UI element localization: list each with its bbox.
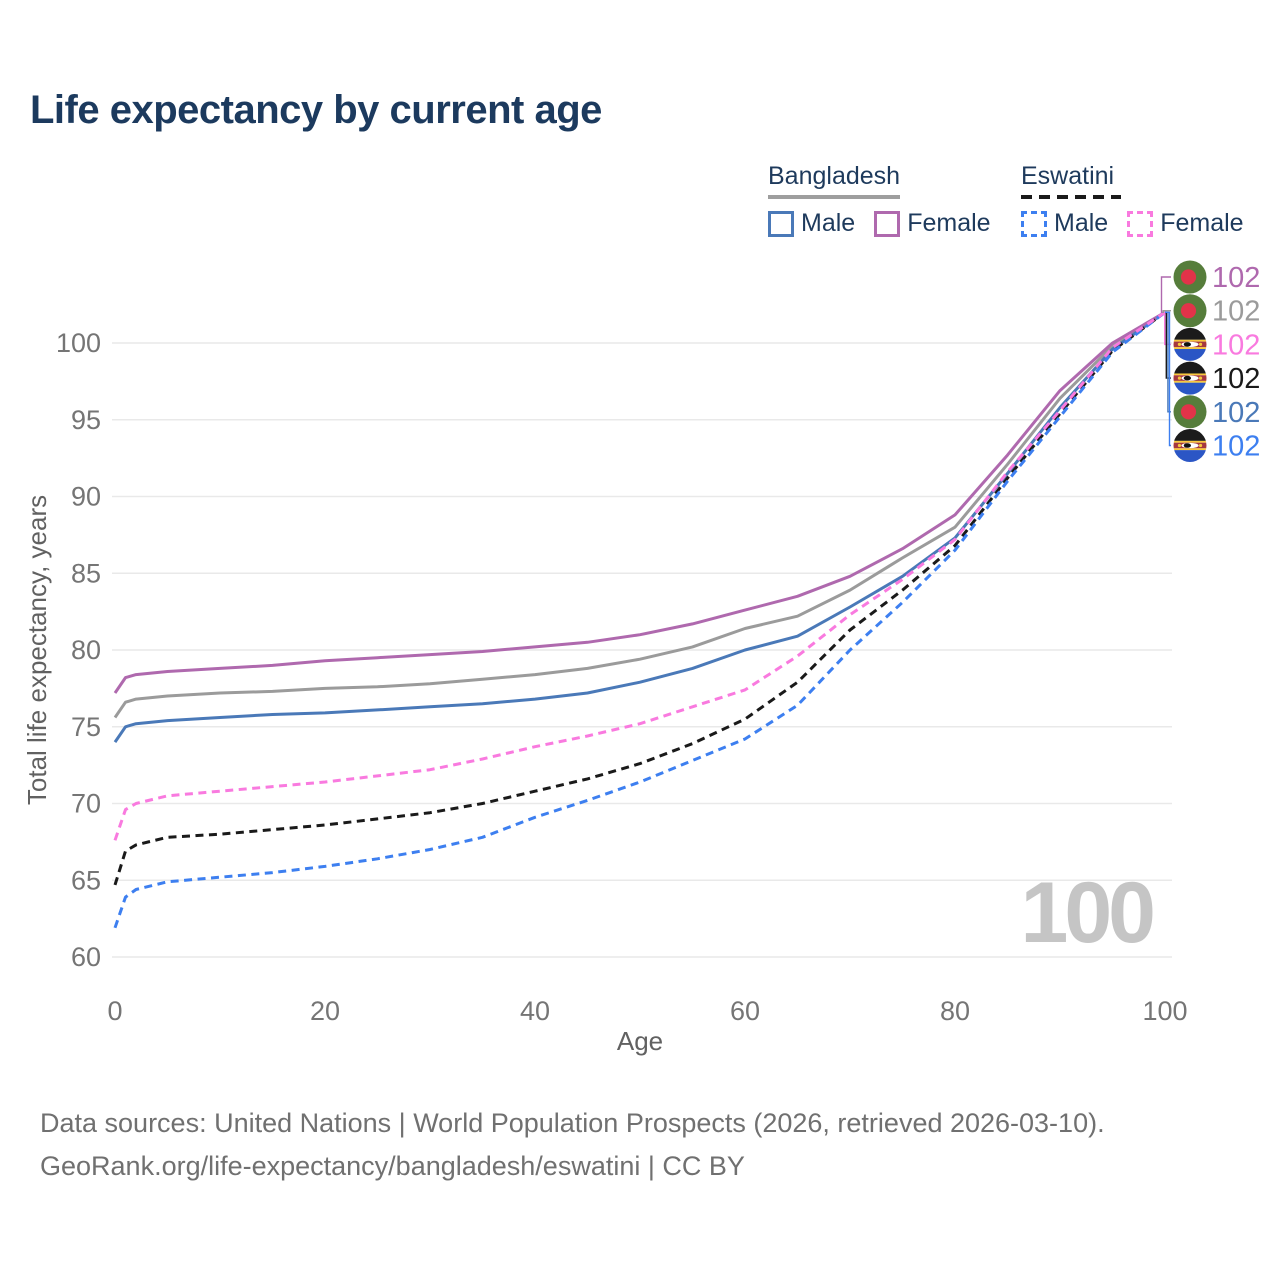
end-label-leader-line [1160, 276, 1171, 313]
end-value-label: 102 [1212, 329, 1260, 361]
page-title: Life expectancy by current age [30, 88, 602, 132]
legend-swatch-bangladesh-female[interactable] [874, 210, 901, 237]
flag-bangladesh-icon [1173, 294, 1207, 328]
legend-swatch-eswatini-male[interactable] [1021, 210, 1047, 237]
flag-bangladesh-icon [1173, 395, 1207, 429]
y-tick-label: 80 [71, 635, 101, 665]
y-tick-label: 60 [71, 942, 101, 972]
series-line-bangladesh-female[interactable] [113, 311, 1166, 694]
x-tick-label: 20 [310, 996, 340, 1026]
series-line-eswatini-male[interactable] [113, 311, 1166, 929]
y-axis-title: Total life expectancy, years [22, 495, 52, 805]
legend-label-bangladesh-female[interactable]: Female [907, 209, 991, 237]
legend-country-eswatini: Eswatini [1021, 162, 1115, 190]
x-tick-label: 0 [107, 996, 122, 1026]
flag-bangladesh-icon [1173, 260, 1207, 294]
end-label-row: 102 [1173, 327, 1260, 361]
series-line-eswatini-female[interactable] [113, 311, 1166, 841]
series-line-bangladesh-male[interactable] [113, 311, 1166, 743]
x-tick-label: 100 [1142, 996, 1187, 1026]
end-label-row: 102 [1173, 429, 1260, 463]
legend-swatch-eswatini-female[interactable] [1127, 210, 1154, 237]
end-value-label: 102 [1212, 431, 1260, 463]
footer: Data sources: United Nations | World Pop… [40, 1108, 1105, 1194]
age-watermark: 100 [1020, 865, 1157, 961]
end-label-row: 102 [1173, 260, 1260, 294]
legend-group-bangladesh: Bangladesh Male Female [768, 162, 1010, 238]
flag-eswatini-icon [1173, 327, 1207, 361]
legend-label-eswatini-male[interactable]: Male [1054, 209, 1109, 237]
legend-label-eswatini-female[interactable]: Female [1160, 209, 1244, 237]
series-line-eswatini-both-sexes[interactable] [113, 311, 1166, 886]
end-value-label: 102 [1212, 262, 1260, 294]
x-tick-label: 80 [940, 996, 970, 1026]
y-tick-label: 70 [71, 789, 101, 819]
y-tick-label: 85 [71, 558, 101, 588]
flag-eswatini-icon [1173, 361, 1207, 395]
end-value-label: 102 [1212, 397, 1260, 429]
y-tick-label: 100 [56, 328, 101, 358]
bangladesh-solid-line-swatch [768, 195, 900, 199]
series-line-bangladesh-both-sexes[interactable] [113, 311, 1166, 719]
axis-layer: 60 65 70 75 80 85 90 95 100 0 20 40 60 80 100 Age Total … [22, 328, 1188, 1056]
flag-eswatini-icon [1173, 429, 1207, 462]
end-label-leader-line [1165, 311, 1171, 447]
end-label-row: 102 [1173, 361, 1260, 395]
x-tick-label: 60 [730, 996, 760, 1026]
y-tick-label: 90 [71, 482, 101, 512]
end-label-row: 102 [1173, 395, 1260, 429]
legend-group-eswatini: Eswatini Male Female [1021, 162, 1263, 238]
y-tick-label: 75 [71, 712, 101, 742]
x-axis-title: Age [617, 1026, 663, 1056]
x-tick-label: 40 [520, 996, 550, 1026]
gridlines-layer [112, 342, 1172, 958]
legend-label-bangladesh-male[interactable]: Male [801, 209, 856, 237]
legend-country-bangladesh: Bangladesh [768, 162, 901, 190]
legend-row-bangladesh: Male Female [768, 209, 1010, 238]
y-tick-label: 65 [71, 865, 101, 895]
legend-row-eswatini: Male Female [1021, 209, 1263, 238]
end-label-row: 102 [1173, 294, 1260, 328]
eswatini-dashed-line-swatch [1021, 195, 1121, 199]
end-value-label: 102 [1212, 363, 1260, 395]
end-value-label: 102 [1212, 296, 1260, 328]
y-tick-label: 95 [71, 405, 101, 435]
footer-attribution: GeoRank.org/life-expectancy/bangladesh/e… [40, 1151, 745, 1181]
legend-swatch-bangladesh-male[interactable] [768, 210, 794, 237]
series-layer [113, 311, 1166, 929]
footer-sources: Data sources: United Nations | World Pop… [40, 1108, 1105, 1138]
